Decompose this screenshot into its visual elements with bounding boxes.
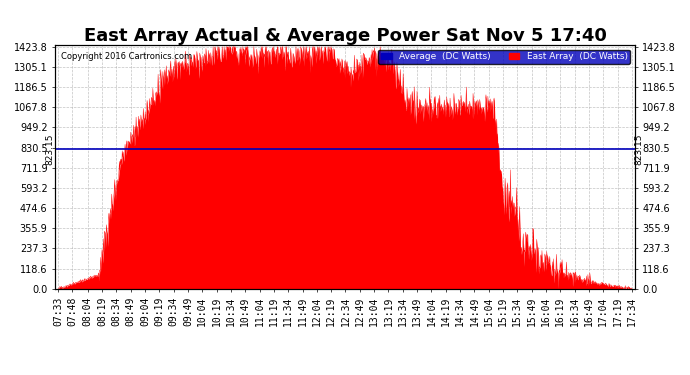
Legend: Average  (DC Watts), East Array  (DC Watts): Average (DC Watts), East Array (DC Watts… bbox=[378, 50, 630, 64]
Text: 823.15: 823.15 bbox=[635, 133, 644, 165]
Title: East Array Actual & Average Power Sat Nov 5 17:40: East Array Actual & Average Power Sat No… bbox=[83, 27, 607, 45]
Text: 823.15: 823.15 bbox=[46, 133, 55, 165]
Text: Copyright 2016 Cartronics.com: Copyright 2016 Cartronics.com bbox=[61, 53, 192, 61]
